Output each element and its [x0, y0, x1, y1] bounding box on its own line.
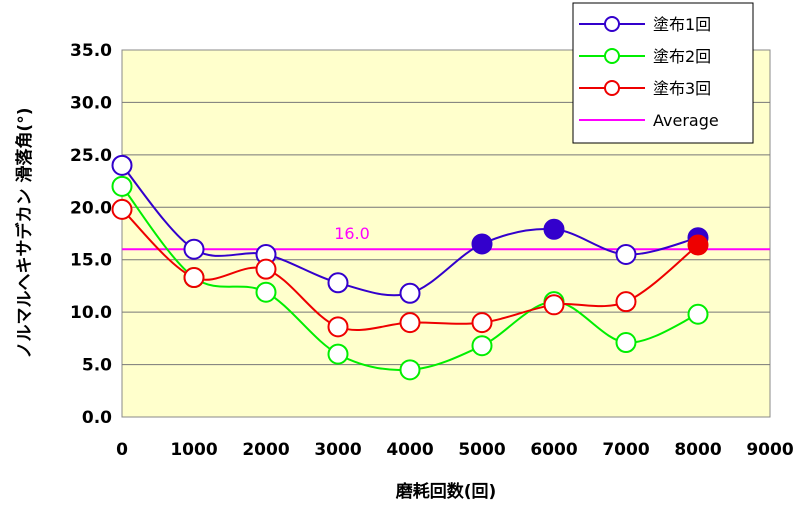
series-group: [111, 154, 709, 381]
x-tick-label: 0: [116, 440, 128, 460]
y-tick-labels: 0.0 5.0 10.0 15.0 20.0 25.0 30.0 35.0: [70, 41, 112, 428]
series-3-point: [543, 294, 565, 316]
series-1-point: [183, 238, 205, 260]
series-1-point: [399, 282, 421, 304]
y-tick-label: 30.0: [70, 93, 112, 113]
series-2-point: [615, 332, 637, 354]
x-tick-label: 9000: [746, 440, 793, 460]
series-3-point: [183, 267, 205, 289]
series-2-point: [399, 359, 421, 381]
x-tick-label: 5000: [458, 440, 505, 460]
series-3-point: [327, 316, 349, 338]
y-tick-label: 0.0: [82, 408, 112, 428]
series-1-point: [111, 154, 133, 176]
legend-label: 塗布2回: [653, 47, 711, 66]
series-3-point: [615, 291, 637, 313]
series-3-point: [111, 198, 133, 220]
x-tick-label: 7000: [602, 440, 649, 460]
average-value-label: 16.0: [334, 224, 370, 243]
legend-swatch-marker: [604, 80, 620, 96]
y-tick-label: 10.0: [70, 303, 112, 323]
x-tick-label: 8000: [674, 440, 721, 460]
x-axis-title: 磨耗回数(回): [396, 481, 497, 502]
legend-swatch-marker: [604, 48, 620, 64]
series-3-point: [687, 234, 709, 256]
y-tick-label: 5.0: [82, 356, 112, 376]
x-tick-label: 1000: [170, 440, 217, 460]
series-2-point: [327, 343, 349, 365]
x-tick-label: 2000: [242, 440, 289, 460]
series-1-point: [543, 218, 565, 240]
series-1-point: [615, 243, 637, 265]
y-tick-label: 15.0: [70, 251, 112, 271]
series-1-point: [327, 272, 349, 294]
x-tick-label: 3000: [314, 440, 361, 460]
series-1-point: [471, 233, 493, 255]
x-tick-label: 4000: [386, 440, 433, 460]
series-3-point: [399, 312, 421, 334]
series-2-point: [687, 303, 709, 325]
series-3-point: [255, 258, 277, 280]
legend-swatch-marker: [604, 16, 620, 32]
y-tick-label: 20.0: [70, 198, 112, 218]
y-tick-label: 25.0: [70, 146, 112, 166]
series-2-point: [471, 335, 493, 357]
series-2-point: [255, 281, 277, 303]
series-2-point: [111, 175, 133, 197]
legend-label: 塗布3回: [653, 79, 711, 98]
legend-label: 塗布1回: [653, 15, 711, 34]
series-3-point: [471, 312, 493, 334]
y-axis-title: ノルマルヘキサデカン 滑落角(°): [14, 108, 35, 359]
y-tick-label: 35.0: [70, 41, 112, 61]
legend-label: Average: [653, 111, 719, 130]
x-tick-labels: 0 1000 2000 3000 4000 5000 6000 7000 8000 9000: [116, 440, 794, 460]
x-tick-label: 6000: [530, 440, 577, 460]
